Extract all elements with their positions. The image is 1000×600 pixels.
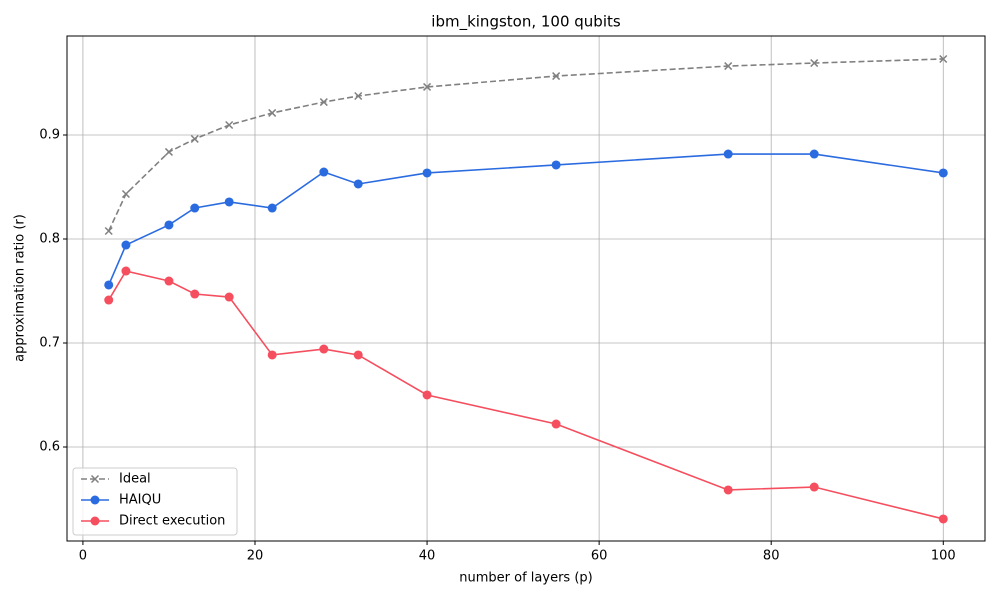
x-tick-label: 80 <box>763 549 780 564</box>
marker <box>104 295 114 305</box>
legend-label: Direct execution <box>119 514 225 529</box>
marker <box>354 91 363 101</box>
marker <box>938 168 948 178</box>
marker <box>810 59 819 68</box>
data-line <box>108 58 944 232</box>
marker <box>422 168 432 178</box>
y-tick-label: 0.8 <box>39 231 60 246</box>
x-tick-label: 20 <box>247 549 264 564</box>
legend: Ideal HAIQU Direct execution <box>72 467 238 536</box>
marker <box>551 419 561 429</box>
marker <box>164 276 174 286</box>
legend-label: HAIQU <box>119 493 161 508</box>
x-tick-label: 60 <box>591 549 608 564</box>
chart-title: ibm_kingston, 100 qubits <box>431 13 621 32</box>
marker <box>422 390 432 400</box>
marker <box>353 350 363 360</box>
marker <box>267 350 277 360</box>
marker <box>319 98 328 107</box>
marker <box>319 344 329 354</box>
marker <box>164 220 174 230</box>
y-tick-label: 0.9 <box>39 128 60 143</box>
legend-label: Ideal <box>119 472 151 487</box>
marker <box>225 120 234 130</box>
marker <box>809 149 819 159</box>
marker <box>224 197 234 207</box>
plot-frame <box>66 35 986 542</box>
marker <box>939 54 948 64</box>
data-line <box>107 153 944 286</box>
marker <box>190 134 199 143</box>
marker <box>104 226 113 236</box>
marker <box>121 189 130 198</box>
marker <box>190 203 200 213</box>
x-tick-label: 0 <box>79 549 87 564</box>
x-tick-label: 40 <box>419 549 436 564</box>
y-tick-label: 0.6 <box>39 439 60 454</box>
y-axis-label: approximation ratio (r) <box>13 214 28 362</box>
marker <box>267 203 277 213</box>
marker <box>121 240 131 250</box>
marker <box>723 485 733 495</box>
x-axis-label: number of layers (p) <box>459 571 592 586</box>
marker <box>268 108 277 117</box>
marker <box>809 482 819 492</box>
marker <box>938 514 948 524</box>
marker <box>353 179 363 189</box>
marker <box>104 280 114 290</box>
marker <box>90 495 100 505</box>
marker <box>423 82 432 91</box>
marker <box>724 62 733 71</box>
marker <box>90 516 100 526</box>
marker <box>164 147 173 156</box>
marker <box>552 72 561 81</box>
legend-box <box>72 467 238 536</box>
marker <box>224 292 234 302</box>
marker <box>90 474 100 484</box>
marker <box>121 266 131 276</box>
x-tick-label: 100 <box>931 549 956 564</box>
marker <box>551 160 561 170</box>
y-tick-label: 0.7 <box>39 335 60 350</box>
marker <box>319 167 329 177</box>
marker <box>723 149 733 159</box>
marker <box>190 289 200 299</box>
